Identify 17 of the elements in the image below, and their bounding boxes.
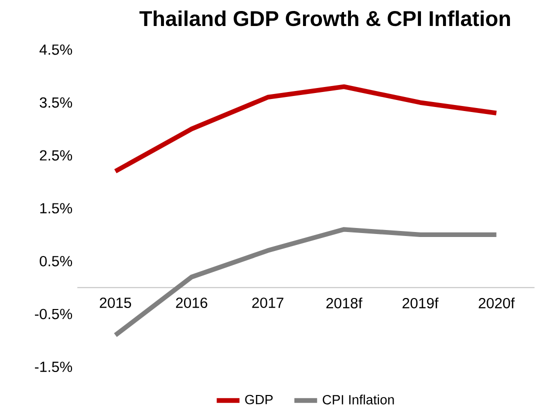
y-tick-label: 0.5% [40, 256, 72, 266]
x-tick-label: 2019f [402, 298, 439, 309]
x-tick-label: 2020f [478, 298, 515, 309]
x-tick-label: 2018f [326, 298, 362, 309]
y-tick-label: -0.5% [34, 308, 72, 320]
x-tick-label: 2017 [252, 298, 284, 308]
x-tick-label: 2016 [176, 298, 208, 308]
chart-title: Thailand GDP Growth & CPI Inflation [139, 10, 510, 26]
legend-label: CPI Inflation [322, 394, 394, 405]
y-tick-label: 1.5% [40, 203, 72, 214]
y-tick-label: -1.5% [34, 362, 72, 372]
y-tick-label: 2.5% [40, 150, 72, 161]
legend-label: GDP [245, 395, 273, 404]
line-series [113, 84, 499, 174]
y-tick-label: 4.5% [40, 44, 72, 55]
x-tick-label: 2015 [100, 298, 132, 308]
y-tick-label: 3.5% [40, 98, 72, 108]
